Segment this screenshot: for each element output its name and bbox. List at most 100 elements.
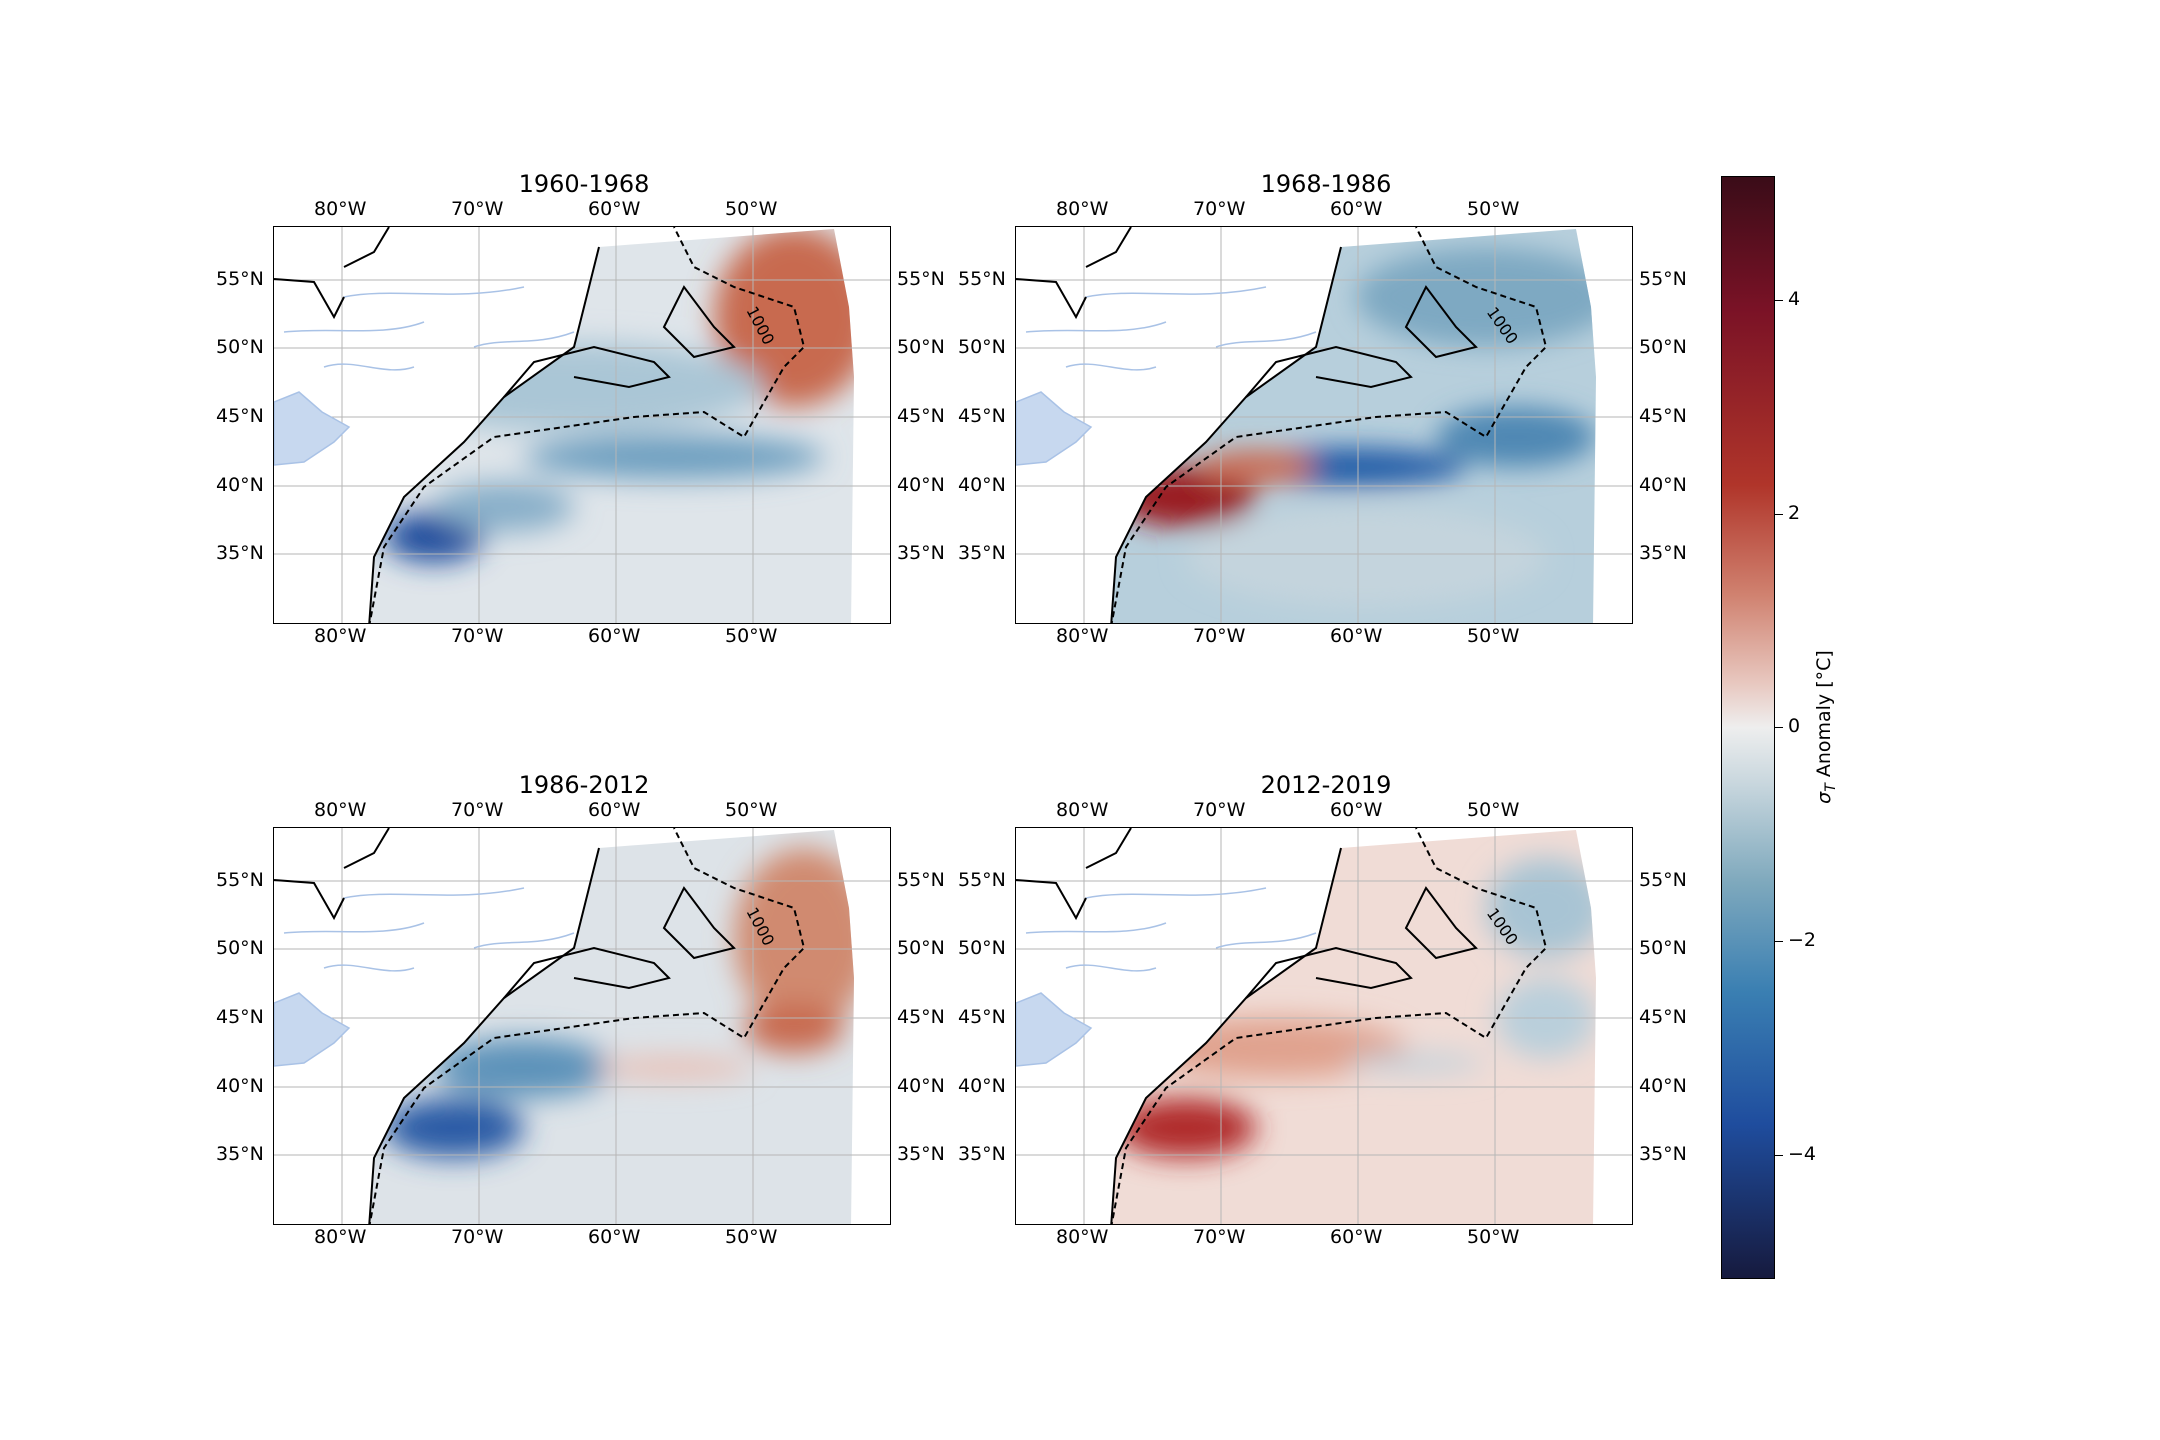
p4-top-lon-50: 50°W xyxy=(1467,799,1520,821)
panel-2-map xyxy=(1015,226,1633,624)
p4-left-lat-50: 50°N xyxy=(958,937,1006,959)
p3-left-lat-35: 35°N xyxy=(216,1143,264,1165)
p1-top-lon-80: 80°W xyxy=(314,198,367,220)
isobath-1000-2 xyxy=(1110,227,1548,623)
p2-bottom-lon-50: 50°W xyxy=(1467,625,1520,647)
isobath-1000-1 xyxy=(368,227,806,623)
colorbar-title-sub: T xyxy=(1822,783,1839,792)
p3-right-lat-45: 45°N xyxy=(897,1006,945,1028)
p2-left-lat-45: 45°N xyxy=(958,405,1006,427)
isobath-1000-3 xyxy=(368,828,806,1224)
p1-left-lat-35: 35°N xyxy=(216,542,264,564)
p1-left-lat-40: 40°N xyxy=(216,474,264,496)
lakes-rivers-4 xyxy=(1016,887,1317,1067)
colorbar-label-neg4: −4 xyxy=(1788,1143,1817,1165)
p2-top-lon-80: 80°W xyxy=(1056,198,1109,220)
colorbar-tick-2 xyxy=(1775,514,1783,516)
p3-right-lat-55: 55°N xyxy=(897,869,945,891)
panel-4-title: 2012-2019 xyxy=(1260,771,1392,799)
colorbar-tick-0 xyxy=(1775,727,1783,729)
colorbar-tick-neg2 xyxy=(1775,941,1783,943)
p4-top-lon-70: 70°W xyxy=(1193,799,1246,821)
p3-left-lat-55: 55°N xyxy=(216,869,264,891)
p2-top-lon-70: 70°W xyxy=(1193,198,1246,220)
colorbar-label-2: 2 xyxy=(1788,502,1801,524)
p1-right-lat-35: 35°N xyxy=(897,542,945,564)
p3-top-lon-70: 70°W xyxy=(451,799,504,821)
p4-right-lat-55: 55°N xyxy=(1639,869,1687,891)
ocean-field-4 xyxy=(1111,830,1596,1224)
coastline-2 xyxy=(1016,227,1478,623)
grid-lines-1 xyxy=(274,227,890,623)
p2-left-lat-50: 50°N xyxy=(958,336,1006,358)
colorbar xyxy=(1721,176,1775,1279)
p2-right-lat-50: 50°N xyxy=(1639,336,1687,358)
panel-2-title: 1968-1986 xyxy=(1260,170,1392,198)
coastline-4 xyxy=(1016,828,1478,1224)
p2-left-lat-40: 40°N xyxy=(958,474,1006,496)
p3-bottom-lon-60: 60°W xyxy=(588,1226,641,1248)
p4-left-lat-35: 35°N xyxy=(958,1143,1006,1165)
panel-3-map xyxy=(273,827,891,1225)
p1-bottom-lon-60: 60°W xyxy=(588,625,641,647)
p1-left-lat-55: 55°N xyxy=(216,268,264,290)
isobath-1000-4 xyxy=(1110,828,1548,1224)
p4-right-lat-45: 45°N xyxy=(1639,1006,1687,1028)
p1-right-lat-45: 45°N xyxy=(897,405,945,427)
p3-right-lat-40: 40°N xyxy=(897,1075,945,1097)
p4-bottom-lon-50: 50°W xyxy=(1467,1226,1520,1248)
p1-left-lat-50: 50°N xyxy=(216,336,264,358)
p4-top-lon-60: 60°W xyxy=(1330,799,1383,821)
p4-bottom-lon-70: 70°W xyxy=(1193,1226,1246,1248)
p4-left-lat-40: 40°N xyxy=(958,1075,1006,1097)
p1-bottom-lon-80: 80°W xyxy=(314,625,367,647)
p1-top-lon-70: 70°W xyxy=(451,198,504,220)
panel-3-map-svg xyxy=(274,828,890,1224)
p2-bottom-lon-60: 60°W xyxy=(1330,625,1383,647)
p3-top-lon-60: 60°W xyxy=(588,799,641,821)
colorbar-label-neg2: −2 xyxy=(1788,929,1817,951)
p3-bottom-lon-50: 50°W xyxy=(725,1226,778,1248)
p1-right-lat-40: 40°N xyxy=(897,474,945,496)
p2-bottom-lon-70: 70°W xyxy=(1193,625,1246,647)
p2-top-lon-50: 50°W xyxy=(1467,198,1520,220)
colorbar-title-symbol: σ xyxy=(1813,791,1836,804)
p3-left-lat-50: 50°N xyxy=(216,937,264,959)
lakes-rivers-1 xyxy=(274,286,575,466)
ocean-field-1 xyxy=(369,229,854,623)
p1-top-lon-60: 60°W xyxy=(588,198,641,220)
p4-top-lon-80: 80°W xyxy=(1056,799,1109,821)
p2-right-lat-45: 45°N xyxy=(1639,405,1687,427)
p4-right-lat-40: 40°N xyxy=(1639,1075,1687,1097)
p2-left-lat-35: 35°N xyxy=(958,542,1006,564)
coastline-3 xyxy=(274,828,736,1224)
colorbar-label-0: 0 xyxy=(1788,715,1801,737)
ocean-field-3 xyxy=(369,830,854,1224)
p4-left-lat-45: 45°N xyxy=(958,1006,1006,1028)
p3-left-lat-40: 40°N xyxy=(216,1075,264,1097)
p3-right-lat-50: 50°N xyxy=(897,937,945,959)
colorbar-tick-4 xyxy=(1775,300,1783,302)
p3-right-lat-35: 35°N xyxy=(897,1143,945,1165)
p2-right-lat-35: 35°N xyxy=(1639,542,1687,564)
colorbar-tick-neg4 xyxy=(1775,1155,1783,1157)
panel-1-map-svg xyxy=(274,227,890,623)
p2-bottom-lon-80: 80°W xyxy=(1056,625,1109,647)
panel-4-map-svg xyxy=(1016,828,1632,1224)
p3-top-lon-50: 50°W xyxy=(725,799,778,821)
p2-left-lat-55: 55°N xyxy=(958,268,1006,290)
p4-right-lat-35: 35°N xyxy=(1639,1143,1687,1165)
colorbar-title: σT Anomaly [°C] xyxy=(1813,650,1839,804)
p1-bottom-lon-70: 70°W xyxy=(451,625,504,647)
lakes-rivers-2 xyxy=(1016,286,1317,466)
p1-right-lat-50: 50°N xyxy=(897,336,945,358)
panel-2-map-svg xyxy=(1016,227,1632,623)
p3-left-lat-45: 45°N xyxy=(216,1006,264,1028)
p1-left-lat-45: 45°N xyxy=(216,405,264,427)
coastline-1 xyxy=(274,227,736,623)
p2-right-lat-55: 55°N xyxy=(1639,268,1687,290)
colorbar-title-text: Anomaly [°C] xyxy=(1813,650,1836,784)
panel-1-title: 1960-1968 xyxy=(518,170,650,198)
p1-bottom-lon-50: 50°W xyxy=(725,625,778,647)
